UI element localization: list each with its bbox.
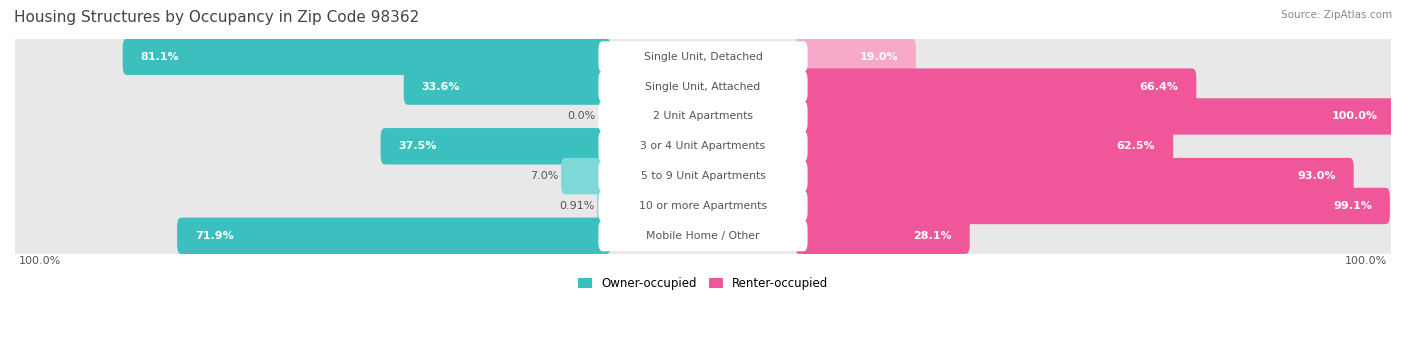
Text: 0.91%: 0.91% (560, 201, 595, 211)
Text: 7.0%: 7.0% (530, 171, 558, 181)
Text: 28.1%: 28.1% (914, 231, 952, 241)
Text: 2 Unit Apartments: 2 Unit Apartments (652, 112, 754, 121)
Text: Housing Structures by Occupancy in Zip Code 98362: Housing Structures by Occupancy in Zip C… (14, 10, 419, 25)
FancyBboxPatch shape (13, 60, 1393, 113)
FancyBboxPatch shape (561, 158, 610, 194)
FancyBboxPatch shape (599, 101, 807, 132)
FancyBboxPatch shape (796, 39, 915, 75)
Text: 66.4%: 66.4% (1139, 81, 1178, 92)
Text: 37.5%: 37.5% (398, 141, 437, 151)
FancyBboxPatch shape (13, 150, 1393, 203)
FancyBboxPatch shape (796, 158, 1354, 194)
FancyBboxPatch shape (177, 218, 610, 254)
Text: 0.0%: 0.0% (568, 112, 596, 121)
Text: 10 or more Apartments: 10 or more Apartments (638, 201, 768, 211)
FancyBboxPatch shape (796, 188, 1389, 224)
Text: 100.0%: 100.0% (1344, 256, 1386, 266)
Legend: Owner-occupied, Renter-occupied: Owner-occupied, Renter-occupied (572, 272, 834, 295)
Text: 5 to 9 Unit Apartments: 5 to 9 Unit Apartments (641, 171, 765, 181)
FancyBboxPatch shape (599, 190, 807, 221)
Text: Source: ZipAtlas.com: Source: ZipAtlas.com (1281, 10, 1392, 20)
Text: 3 or 4 Unit Apartments: 3 or 4 Unit Apartments (641, 141, 765, 151)
Text: 33.6%: 33.6% (422, 81, 460, 92)
Text: 99.1%: 99.1% (1333, 201, 1372, 211)
FancyBboxPatch shape (404, 69, 610, 105)
Text: 100.0%: 100.0% (1331, 112, 1378, 121)
FancyBboxPatch shape (599, 41, 807, 72)
Text: 93.0%: 93.0% (1298, 171, 1336, 181)
FancyBboxPatch shape (381, 128, 610, 164)
FancyBboxPatch shape (13, 209, 1393, 262)
Text: Mobile Home / Other: Mobile Home / Other (647, 231, 759, 241)
FancyBboxPatch shape (796, 128, 1173, 164)
FancyBboxPatch shape (13, 90, 1393, 143)
FancyBboxPatch shape (122, 39, 610, 75)
Text: 100.0%: 100.0% (20, 256, 62, 266)
Text: Single Unit, Attached: Single Unit, Attached (645, 81, 761, 92)
FancyBboxPatch shape (598, 188, 610, 224)
FancyBboxPatch shape (13, 179, 1393, 233)
Text: 62.5%: 62.5% (1116, 141, 1156, 151)
FancyBboxPatch shape (13, 30, 1393, 83)
FancyBboxPatch shape (796, 69, 1197, 105)
FancyBboxPatch shape (796, 98, 1395, 135)
FancyBboxPatch shape (13, 120, 1393, 173)
FancyBboxPatch shape (599, 131, 807, 162)
Text: 71.9%: 71.9% (195, 231, 233, 241)
Text: 81.1%: 81.1% (141, 52, 179, 62)
FancyBboxPatch shape (599, 220, 807, 251)
FancyBboxPatch shape (599, 71, 807, 102)
FancyBboxPatch shape (796, 218, 970, 254)
Text: Single Unit, Detached: Single Unit, Detached (644, 52, 762, 62)
FancyBboxPatch shape (599, 161, 807, 192)
Text: 19.0%: 19.0% (859, 52, 898, 62)
